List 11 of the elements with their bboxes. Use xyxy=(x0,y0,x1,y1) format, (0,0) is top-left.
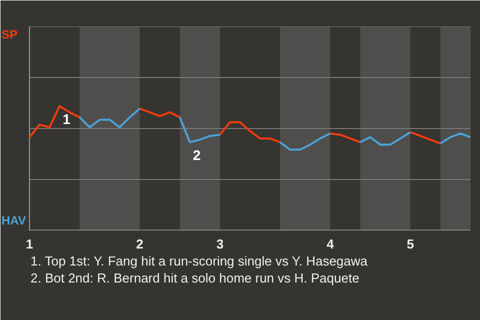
annotation: 1 xyxy=(62,111,71,128)
text: HAV xyxy=(2,214,26,228)
x-tick-label: 4 xyxy=(326,236,335,252)
annotation: 2 xyxy=(192,147,201,164)
x-tick-label: 5 xyxy=(406,236,414,252)
text: 2. Bot 2nd: R. Bernard hit a solo home run vs H. Paquete xyxy=(30,270,360,286)
x-tick-label: 3 xyxy=(216,236,224,252)
x-tick-label: 2 xyxy=(136,236,144,252)
x-tick-label: 1 xyxy=(26,236,34,252)
text: SP xyxy=(2,28,18,42)
text: 1. Top 1st: Y. Fang hit a run-scoring single vs Y. Hasegawa xyxy=(30,254,368,268)
